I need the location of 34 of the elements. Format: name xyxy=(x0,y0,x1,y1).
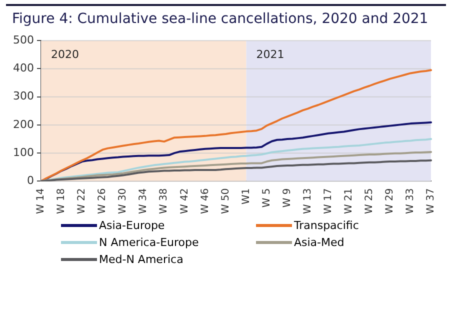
x-tick-label: W 17 xyxy=(322,188,334,214)
legend-label: N America-Europe xyxy=(99,236,199,248)
x-tick-label: W 18 xyxy=(56,188,68,214)
x-tick-label: W 38 xyxy=(158,188,170,214)
x-tick-label: W 42 xyxy=(179,188,190,214)
x-tick-label: W 34 xyxy=(138,188,150,214)
x-tick-label: W 22 xyxy=(76,188,88,214)
band-label: 2020 xyxy=(50,48,79,61)
x-tick-label: W 21 xyxy=(343,188,354,214)
x-tick-label: W 30 xyxy=(118,188,129,214)
legend-label: Med-N America xyxy=(99,252,184,266)
x-tick-label: W 14 xyxy=(36,188,47,214)
x-tick-label: W 26 xyxy=(97,188,108,214)
x-tick-label: W 9 xyxy=(282,188,293,208)
legend-label: Asia-Europe xyxy=(99,218,165,232)
chart-title: Figure 4: Cumulative sea-line cancellations, 2020 and 2021 xyxy=(11,10,430,29)
y-tick-label: 400 xyxy=(12,62,34,75)
x-tick-label: W 46 xyxy=(200,188,211,214)
x-tick-label: W 50 xyxy=(220,188,232,214)
x-tick-label: W 33 xyxy=(405,188,416,214)
x-tick-label: W 29 xyxy=(384,188,396,214)
legend-label: Asia-Med xyxy=(294,236,344,248)
y-tick-label: 100 xyxy=(12,146,34,159)
band-label: 2021 xyxy=(256,48,284,61)
y-tick-label: 300 xyxy=(12,90,34,103)
y-tick-label: 200 xyxy=(12,118,34,131)
x-tick-label: W 5 xyxy=(261,188,272,208)
legend-label: Transpacific xyxy=(294,218,359,232)
x-tick-label: W 13 xyxy=(302,188,314,214)
y-tick-label: 0 xyxy=(26,174,34,188)
x-tick-label: W 37 xyxy=(426,188,437,214)
y-tick-label: 500 xyxy=(12,33,34,46)
x-tick-label: W 25 xyxy=(364,188,376,214)
x-tick-label: W1 xyxy=(240,188,252,204)
